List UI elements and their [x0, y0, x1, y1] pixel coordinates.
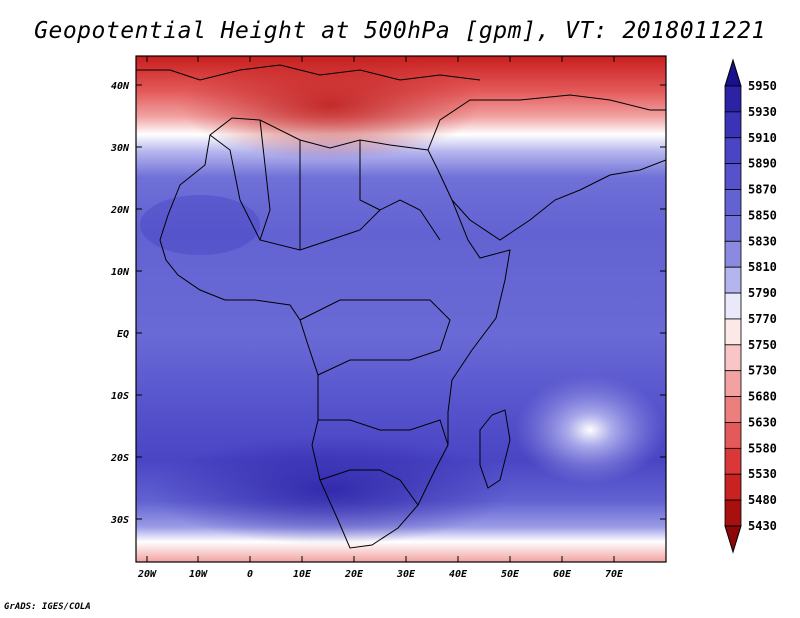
lon-label: 50E: [501, 569, 520, 580]
lon-label: 70E: [605, 569, 624, 580]
lon-label: 20E: [344, 569, 364, 580]
credit-text: GrADS: IGES/COLA: [4, 602, 91, 612]
colorbar-label: 5680: [748, 390, 777, 404]
latitude-axis: 40N 30N 20N 10N EQ 10S 20S 30S: [110, 81, 130, 526]
colorbar-label: 5910: [748, 131, 777, 145]
lon-label: 10W: [189, 569, 208, 580]
colorbar-label: 5770: [748, 312, 777, 326]
colorbar-label: 5870: [748, 183, 777, 197]
colorbar-swatch: [724, 266, 742, 294]
lon-label: 20W: [137, 569, 157, 580]
colorbar: 5950 5930 5910 5890 5870 5850 5830 5810 5790 5770…: [724, 58, 777, 554]
lat-label: 30S: [110, 515, 129, 526]
colorbar-swatch: [724, 189, 742, 216]
coastlines: [136, 64, 666, 549]
colorbar-bottom-arrow: [724, 525, 742, 554]
colorbar-label: 5930: [748, 105, 777, 119]
colorbar-label: 5750: [748, 338, 777, 352]
colorbar-label: 5790: [748, 286, 777, 300]
lat-label: 20S: [110, 453, 129, 464]
colorbar-label: 5480: [748, 493, 777, 507]
lat-label: 20N: [110, 205, 130, 216]
lat-label: 30N: [110, 143, 130, 154]
colorbar-label: 5580: [748, 441, 777, 455]
lon-label: 10E: [293, 569, 312, 580]
colorbar-swatch: [724, 85, 742, 113]
colorbar-label: 5730: [748, 364, 777, 378]
chart-title: Geopotential Height at 500hPa [gpm], VT:…: [34, 18, 766, 44]
colorbar-swatch: [724, 111, 742, 139]
lon-label: 30E: [396, 569, 416, 580]
colorbar-swatch: [724, 447, 742, 475]
colorbar-label: 5850: [748, 208, 777, 222]
lat-label: 40N: [111, 81, 130, 92]
lon-label: 0: [247, 569, 253, 580]
colorbar-swatch: [724, 240, 742, 268]
colorbar-top-arrow: [724, 58, 742, 87]
colorbar-swatch: [724, 318, 742, 346]
colorbar-label: 5630: [748, 415, 777, 429]
colorbar-swatch: [724, 499, 742, 527]
colorbar-label: 5890: [748, 157, 777, 171]
height-field: [136, 56, 666, 562]
colorbar-label: 5830: [748, 234, 777, 248]
colorbar-label: 5810: [748, 260, 777, 274]
colorbar-label: 5950: [748, 79, 777, 93]
lon-label: 40E: [449, 569, 468, 580]
colorbar-swatch: [724, 344, 742, 372]
colorbar-swatch: [724, 163, 742, 190]
colorbar-label: 5530: [748, 467, 777, 481]
colorbar-swatch: [724, 396, 742, 423]
lat-label: 10N: [111, 267, 130, 278]
lat-label: EQ: [117, 329, 129, 340]
axis-ticks: [136, 56, 666, 562]
lon-label: 60E: [553, 569, 572, 580]
lat-label: 10S: [111, 391, 129, 402]
colorbar-swatch: [724, 422, 742, 449]
map-frame: [135, 55, 667, 563]
colorbar-swatch: [724, 292, 742, 320]
colorbar-swatch: [724, 473, 742, 501]
colorbar-swatch: [724, 215, 742, 242]
longitude-axis: 20W 10W 0 10E 20E 30E 40E 50E 60E 70E: [137, 569, 624, 580]
colorbar-swatch: [724, 137, 742, 165]
colorbar-swatch: [724, 370, 742, 397]
colorbar-label: 5430: [748, 519, 777, 533]
